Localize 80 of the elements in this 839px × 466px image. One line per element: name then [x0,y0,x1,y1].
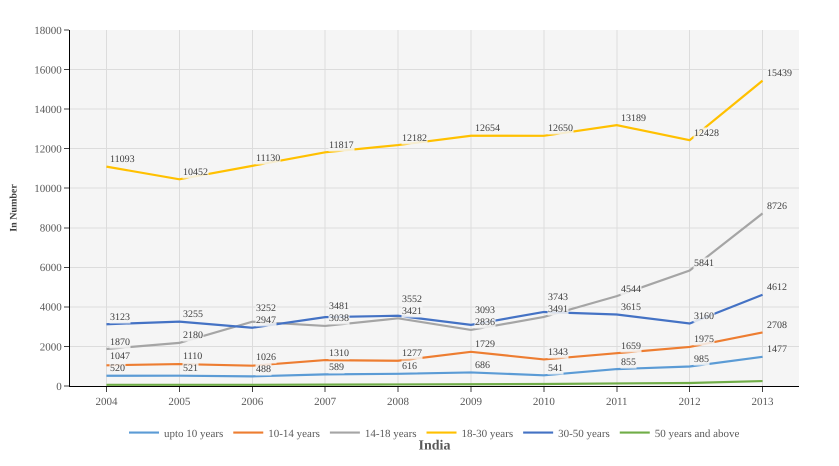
x-tick-label: 2008 [387,396,410,408]
x-tick-label: 2013 [752,396,774,408]
data-label: 11817 [329,140,354,151]
legend-label: 14-18 years [364,428,417,440]
y-tick-label: 12000 [34,144,62,156]
data-label: 1110 [183,351,202,362]
data-label: 3491 [548,304,568,315]
data-label: 3093 [475,305,495,316]
data-label: 3160 [694,311,714,322]
data-label: 3252 [256,303,276,314]
data-label: 1659 [621,341,641,352]
data-label: 3552 [402,294,422,305]
y-tick-label: 6000 [40,262,62,274]
data-label: 12650 [548,123,573,134]
data-label: 4544 [621,284,641,295]
data-label: 1870 [110,337,130,348]
line-series [105,80,764,180]
data-label: 855 [621,357,636,368]
data-label: 1343 [548,347,568,358]
legend-label: 10-14 years [268,428,320,440]
x-tick-label: 2004 [95,396,118,408]
data-label: 2180 [183,330,203,341]
y-tick-label: 8000 [40,222,62,235]
data-label: 11130 [256,153,280,164]
x-tick-label: 2006 [241,396,264,408]
y-tick-label: 0 [56,380,62,393]
data-label: 589 [329,362,344,373]
data-label: 686 [475,360,490,371]
data-label: 616 [402,361,417,372]
x-axis-title: India [418,438,450,454]
data-label: 11093 [110,154,135,165]
y-tick-label: 2000 [40,341,62,354]
data-label: 1729 [475,339,495,350]
data-label: 541 [548,363,563,374]
y-axis-title: In Number [8,184,20,232]
legend-label: 30-50 years [558,428,610,440]
x-tick-label: 2005 [168,396,191,408]
data-label: 3421 [402,306,422,317]
data-label: 3255 [183,309,203,320]
data-label: 1026 [256,352,276,363]
x-tick-label: 2007 [314,396,337,408]
legend-label: upto 10 years [164,428,224,440]
data-label: 1477 [767,344,787,355]
data-label: 521 [183,363,198,374]
y-tick-label: 16000 [34,64,62,76]
data-label: 2708 [767,320,787,331]
data-label: 985 [694,354,709,365]
x-tick-label: 2011 [606,396,628,408]
line-series [105,294,764,329]
data-label: 1310 [329,348,349,359]
y-tick-label: 14000 [34,104,62,116]
y-tick-label: 10000 [34,183,62,196]
y-tick-label: 4000 [40,302,62,314]
x-tick-label: 2012 [678,396,701,408]
data-label: 12428 [694,128,719,139]
data-label: 13189 [621,113,646,124]
data-label: 10452 [183,167,208,178]
data-label: 12182 [402,133,427,144]
data-label: 1047 [110,351,130,362]
data-label: 3615 [621,302,641,313]
data-label: 1975 [694,334,714,345]
y-tick-label: 18000 [34,24,62,37]
data-label: 12654 [475,123,500,134]
data-label: 5841 [694,258,714,269]
data-label: 3481 [329,301,349,312]
x-tick-label: 2009 [460,396,482,408]
legend-label: 50 years and above [654,428,740,440]
data-label: 3038 [329,313,349,324]
data-label: 3123 [110,312,130,323]
data-label: 2947 [256,315,276,326]
data-label: 8726 [767,201,787,212]
data-label: 4612 [767,282,787,293]
data-label: 15439 [767,68,792,79]
data-label: 3743 [548,292,568,303]
data-label: 520 [110,363,125,374]
legend-label: 18-30 years [462,428,514,440]
data-label: 1277 [402,348,422,359]
data-label: 488 [256,364,271,375]
x-tick-label: 2010 [532,396,556,408]
data-label: 2836 [475,317,495,328]
